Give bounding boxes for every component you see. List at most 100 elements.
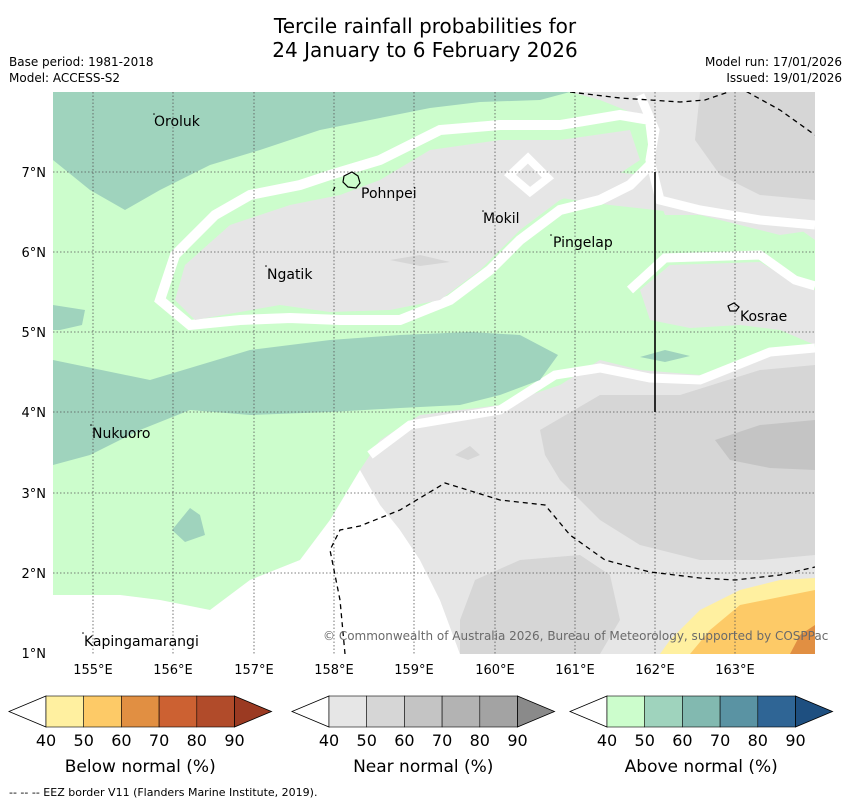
legend-tick-label: 40 (597, 731, 617, 750)
place-label-pingelap: Pingelap (553, 235, 613, 251)
legend-swatch (441, 695, 481, 728)
legend-tick-label: 80 (187, 731, 207, 750)
near-normal-legend: 40 50 60 70 80 90 Near normal (%) (290, 695, 556, 777)
above-normal-50-belt (53, 332, 558, 465)
below-normal-50-region (690, 590, 815, 654)
meta-right: Model run: 17/01/2026 Issued: 19/01/2026 (705, 54, 842, 86)
above-normal-50-north (53, 92, 570, 210)
near-normal-50-small-2 (455, 446, 480, 460)
legend-tick-label: 90 (224, 731, 244, 750)
lon-tick: 156°E (153, 663, 193, 678)
legend-swatch (404, 695, 443, 728)
legend-tick-label: 40 (36, 731, 56, 750)
legend-tick-label: 90 (507, 731, 527, 750)
lon-tick: 163°E (715, 663, 755, 678)
legend-tick-label: 40 (319, 731, 339, 750)
meta-left: Base period: 1981-2018 Model: ACCESS-S2 (9, 54, 154, 86)
place-markers (82, 113, 552, 634)
white-band-5 (504, 152, 555, 198)
lat-tick: 3°N (22, 487, 47, 502)
lat-tick: 4°N (22, 406, 47, 421)
near-normal-60-patch (715, 420, 815, 470)
lat-tick: 1°N (22, 647, 47, 662)
copyright-notice: © Commonwealth of Australia 2026, Bureau… (323, 629, 828, 643)
legend-under-arrow (7, 695, 47, 728)
legend-title: Below normal (%) (65, 757, 216, 777)
no-signal-region (53, 470, 460, 654)
legends: 40 50 60 70 80 90 Below normal (%) 40 50 60 70 80 90… (7, 695, 834, 777)
legend-swatch (606, 695, 646, 728)
latitude-ticks: 7°N 6°N 5°N 4°N 3°N 2°N 1°N (22, 166, 47, 662)
lon-tick: 155°E (73, 663, 113, 678)
model-name: Model: ACCESS-S2 (9, 71, 121, 85)
legend-swatch (83, 695, 122, 728)
legend-tick-label: 70 (710, 731, 730, 750)
white-band-3 (626, 250, 815, 294)
probability-regions (53, 92, 815, 654)
near-normal-50-patch-2 (540, 365, 815, 560)
above-normal-50-kosrae (640, 350, 690, 362)
legend-swatch (682, 695, 721, 728)
lon-tick: 159°E (394, 663, 434, 678)
eez-footnote: -- -- -- EEZ border V11 (Flanders Marine… (9, 786, 318, 799)
legend-tick-label: 90 (785, 731, 805, 750)
place-label-kapingamarangi: Kapingamarangi (84, 634, 199, 650)
lat-tick: 7°N (22, 166, 47, 181)
legend-swatch (366, 695, 405, 728)
map-title: Tercile rainfall probabilities for 24 Ja… (0, 14, 850, 62)
near-normal-island (175, 130, 640, 320)
place-label-oroluk: Oroluk (154, 114, 201, 130)
issued-date: Issued: 19/01/2026 (726, 71, 842, 85)
legend-swatch (158, 695, 198, 728)
model-run: Model run: 17/01/2026 (704, 55, 842, 69)
legend-over-arrow (517, 695, 556, 728)
legend-swatch (121, 695, 160, 728)
place-label-ngatik: Ngatik (267, 267, 313, 283)
legend-swatch (644, 695, 683, 728)
legend-swatch (45, 695, 85, 728)
above-normal-50-patch (172, 508, 205, 542)
white-band-2 (367, 343, 815, 459)
place-label-kosrae: Kosrae (740, 309, 787, 325)
place-label-mokil: Mokil (483, 211, 520, 227)
legend-swatch (479, 695, 518, 728)
legend-swatch (196, 695, 235, 728)
legend-tick-label: 50 (74, 731, 94, 750)
below-normal-legend: 40 50 60 70 80 90 Below normal (%) (7, 695, 273, 777)
legend-tick-label: 50 (357, 731, 377, 750)
place-label-pohnpei: Pohnpei (361, 186, 417, 202)
title-line-2: 24 January to 6 February 2026 (272, 38, 578, 62)
near-normal-50-patch-3 (460, 555, 620, 654)
legend-under-arrow (290, 695, 330, 728)
legend-tick-label: 60 (394, 731, 414, 750)
legend-swatch (328, 695, 368, 728)
lat-tick: 2°N (22, 567, 47, 582)
islet-mark (332, 186, 336, 192)
eez-border (329, 92, 815, 654)
lat-tick: 5°N (22, 326, 47, 341)
legend-over-arrow (234, 695, 273, 728)
near-normal-50-patch (695, 92, 815, 200)
legend-tick-label: 80 (470, 731, 490, 750)
lon-tick: 162°E (635, 663, 675, 678)
near-normal-kosrae (640, 262, 815, 345)
legend-title: Near normal (%) (353, 757, 493, 777)
kosrae-island-icon (727, 302, 740, 312)
legend-tick-label: 50 (635, 731, 655, 750)
lon-tick: 157°E (234, 663, 274, 678)
white-band-4 (635, 93, 815, 230)
legend-swatch (757, 695, 796, 728)
legend-tick-label: 70 (149, 731, 169, 750)
lon-tick: 161°E (555, 663, 595, 678)
longitude-ticks: 155°E 156°E 157°E 158°E 159°E 160°E 161°… (73, 663, 755, 678)
legend-tick-label: 70 (432, 731, 452, 750)
legend-title: Above normal (%) (625, 757, 778, 777)
lon-tick: 158°E (314, 663, 354, 678)
legend-over-arrow (795, 695, 834, 728)
above-normal-50-west (53, 305, 85, 330)
below-normal-60-region (790, 625, 815, 654)
near-normal-50-small (390, 255, 450, 266)
pohnpei-island-icon (342, 171, 361, 189)
lat-tick: 6°N (22, 246, 47, 261)
